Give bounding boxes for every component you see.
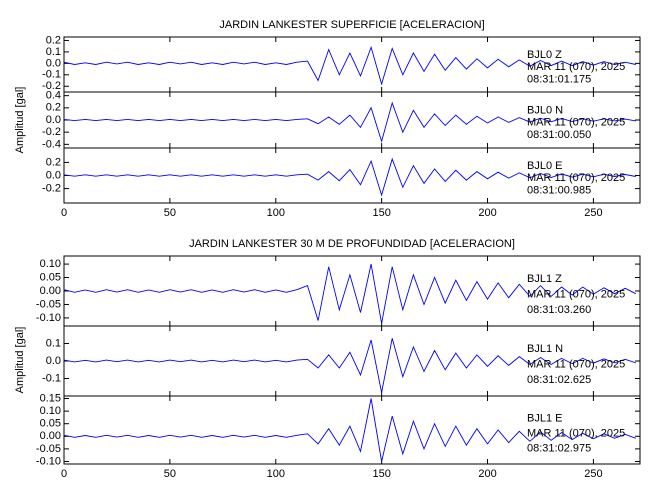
y-tick-label: 0.0 xyxy=(46,355,61,367)
y-tick-label: -0.1 xyxy=(42,69,61,81)
time-label: 08:31:00.985 xyxy=(527,184,591,196)
y-tick-label: 0.0 xyxy=(46,114,61,126)
y-tick-label: -0.05 xyxy=(36,443,61,455)
y-tick-label: -0.4 xyxy=(42,138,61,150)
time-label: 08:31:03.260 xyxy=(527,304,591,316)
station-label: BJL1 N xyxy=(527,343,563,355)
station-label: BJL1 Z xyxy=(527,273,562,285)
x-tick-label: 200 xyxy=(478,468,496,480)
y-tick-label: 0.2 xyxy=(46,156,61,168)
waveform xyxy=(63,398,636,462)
waveform xyxy=(63,338,636,393)
panel-frame xyxy=(63,395,641,465)
waveform xyxy=(63,157,636,197)
waveform xyxy=(63,264,637,324)
x-tick-label: 50 xyxy=(164,468,176,480)
date-label: MAR 11 (070), 2025 xyxy=(527,117,625,129)
date-label: MAR 11 (070), 2025 xyxy=(527,288,625,300)
y-tick-label: 0.10 xyxy=(40,405,61,417)
station-label: BJL0 N xyxy=(527,104,563,116)
chart-title: JARDIN LANKESTER SUPERFICIE [ACELERACION… xyxy=(219,19,484,31)
y-tick-label: 0.0 xyxy=(46,57,61,69)
date-label: MAR 11 (070), 2025 xyxy=(527,172,625,184)
x-tick-label: 100 xyxy=(267,207,285,219)
y-tick-label: 0.0 xyxy=(46,169,61,181)
x-tick-label: 150 xyxy=(372,207,390,219)
y-tick-label: -0.10 xyxy=(36,312,61,324)
x-tick-label: 50 xyxy=(164,207,176,219)
y-tick-label: -0.05 xyxy=(36,298,61,310)
x-tick-label: 200 xyxy=(478,207,496,219)
y-tick-label: -0.1 xyxy=(42,372,61,384)
chart-title: JARDIN LANKESTER 30 M DE PROFUNDIDAD [AC… xyxy=(189,238,515,250)
x-tick-label: 0 xyxy=(61,207,67,219)
y-tick-label: 0.10 xyxy=(40,258,61,270)
y-tick-label: 0.05 xyxy=(40,418,61,430)
date-label: MAR 11 (070), 2025 xyxy=(527,358,625,370)
y-tick-label: 0.05 xyxy=(40,271,61,283)
x-tick-label: 250 xyxy=(584,207,602,219)
y-tick-label: -0.10 xyxy=(36,455,61,467)
x-tick-label: 100 xyxy=(267,468,285,480)
y-tick-label: -0.2 xyxy=(42,183,61,195)
y-tick-label: 0.1 xyxy=(46,46,61,58)
date-label: MAR 11 (070), 2025 xyxy=(527,427,625,439)
y-tick-label: -0.2 xyxy=(42,80,61,92)
station-label: BJL0 E xyxy=(527,160,562,172)
time-label: 08:31:00.050 xyxy=(527,129,591,141)
date-label: MAR 11 (070), 2025 xyxy=(527,61,625,73)
time-label: 08:31:02.625 xyxy=(527,374,591,386)
y-axis-label: Amplitud [gal] xyxy=(14,327,26,394)
waveform xyxy=(63,101,636,143)
y-tick-label: 0.00 xyxy=(40,430,61,442)
time-label: 08:31:01.175 xyxy=(527,73,591,85)
waveform xyxy=(63,45,636,86)
y-tick-label: 0.2 xyxy=(46,34,61,46)
y-tick-label: -0.2 xyxy=(42,126,61,138)
x-tick-label: 150 xyxy=(372,468,390,480)
station-label: BJL0 Z xyxy=(527,49,562,61)
x-tick-label: 0 xyxy=(61,468,67,480)
x-tick-label: 250 xyxy=(584,468,602,480)
station-label: BJL1 E xyxy=(527,412,562,424)
y-axis-label: Amplitud [gal] xyxy=(14,87,26,154)
y-tick-label: 0.2 xyxy=(46,102,61,114)
y-tick-label: 0.00 xyxy=(40,285,61,297)
y-tick-label: 0.1 xyxy=(46,337,61,349)
time-label: 08:31:02.975 xyxy=(527,442,591,454)
y-tick-label: 0.15 xyxy=(40,392,61,404)
y-tick-label: 0.4 xyxy=(46,90,61,102)
